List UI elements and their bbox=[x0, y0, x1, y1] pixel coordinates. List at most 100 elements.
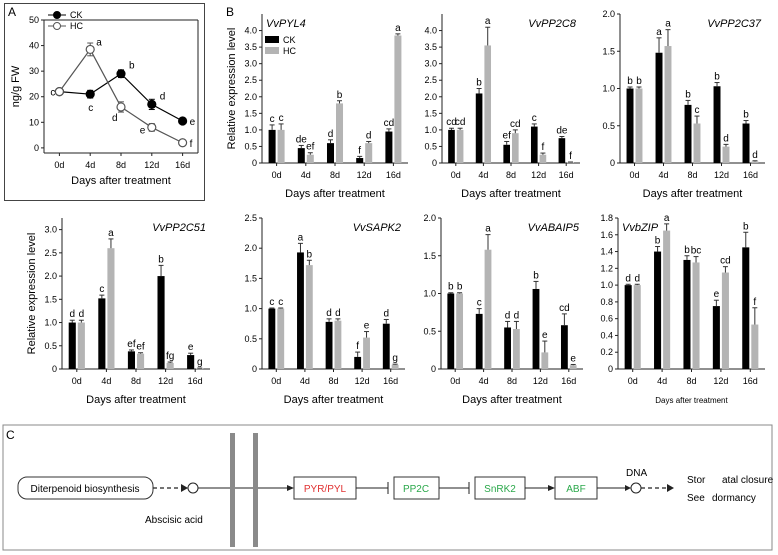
x-tick-label: 0d bbox=[450, 376, 460, 386]
legend-label: CK bbox=[283, 35, 296, 45]
sig-letter: b bbox=[476, 78, 482, 89]
x-tick-label: 8d bbox=[506, 170, 516, 180]
y-tick-label: 2.0 bbox=[44, 271, 57, 281]
sig-letter: c bbox=[532, 113, 537, 124]
bar-HC bbox=[391, 364, 399, 369]
sig-letter: e bbox=[188, 342, 194, 353]
bar-HC bbox=[635, 88, 643, 163]
bar-CK bbox=[655, 52, 663, 163]
point-HC bbox=[178, 138, 188, 148]
x-tick-label: 0d bbox=[628, 376, 638, 386]
outcome-1-part-a: Stor bbox=[687, 475, 706, 486]
bar-HC bbox=[137, 353, 145, 369]
y-tick-label: 0.2 bbox=[600, 347, 613, 357]
bar-CK bbox=[354, 356, 362, 369]
x-tick-label: 0d bbox=[54, 160, 64, 170]
panel-a-frame bbox=[4, 3, 205, 201]
x-axis-label: Days after treatment bbox=[643, 188, 743, 200]
sig-letter: g bbox=[392, 353, 398, 364]
bar-HC bbox=[306, 154, 314, 163]
y-tick-label: 1.0 bbox=[244, 304, 257, 314]
x-tick-label: 12d bbox=[531, 170, 546, 180]
sig-letter: c bbox=[50, 88, 55, 99]
bar-CK bbox=[326, 143, 334, 163]
arrowhead-5 bbox=[667, 484, 674, 492]
aba-label: Abscisic acid bbox=[145, 515, 203, 526]
bar-CK bbox=[626, 88, 634, 163]
sig-letter: g bbox=[197, 357, 203, 368]
chart-ABAIP5: 0 0.5 1.0 1.5 2.0 0d 4d 8d 12d 16d Days after trea… bbox=[423, 213, 583, 406]
bar-CK bbox=[297, 148, 305, 163]
sig-letter: b bbox=[457, 282, 463, 293]
y-tick-label: 0 bbox=[252, 364, 257, 374]
bar-CK bbox=[558, 138, 566, 163]
x-tick-label: 0d bbox=[629, 170, 639, 180]
x-tick-label: 8d bbox=[330, 170, 340, 180]
x-tick-label: 8d bbox=[686, 376, 696, 386]
y-tick-label: 3.0 bbox=[424, 59, 437, 69]
bar-CK bbox=[268, 129, 276, 163]
y-tick-label: 0 bbox=[52, 364, 57, 374]
y-tick-label: 0.5 bbox=[602, 121, 615, 131]
panel-label-b: B bbox=[226, 5, 234, 19]
legend-marker bbox=[53, 11, 61, 19]
bar-HC bbox=[751, 324, 759, 369]
snrk2-label: SnRK2 bbox=[484, 484, 516, 495]
membrane-bar-1 bbox=[230, 433, 235, 547]
sig-letter: b bbox=[337, 90, 343, 101]
y-tick-label: 1.2 bbox=[600, 263, 613, 273]
bar-CK bbox=[654, 251, 662, 369]
bar-HC bbox=[394, 35, 402, 164]
x-tick-label: 4d bbox=[85, 160, 95, 170]
bar-HC bbox=[664, 46, 672, 163]
x-tick-label: 8d bbox=[507, 376, 517, 386]
y-tick-label: 0.5 bbox=[424, 141, 437, 151]
sig-letter: ef bbox=[503, 130, 512, 141]
sig-letter: b bbox=[743, 221, 749, 232]
sig-letter: b bbox=[129, 61, 135, 72]
y-tick-label: 0.8 bbox=[600, 297, 613, 307]
legend-label: CK bbox=[70, 10, 83, 20]
sig-letter: b bbox=[655, 236, 661, 247]
y-tick-label: 30 bbox=[29, 66, 39, 76]
bar-HC bbox=[513, 328, 520, 369]
sig-letter: cd bbox=[510, 119, 521, 130]
x-tick-label: 4d bbox=[657, 376, 667, 386]
y-tick-label: 2.5 bbox=[244, 75, 257, 85]
bar-HC bbox=[277, 308, 285, 369]
x-tick-label: 4d bbox=[478, 170, 488, 180]
membrane-bar-2 bbox=[253, 433, 258, 547]
y-tick-label: 50 bbox=[29, 15, 39, 25]
point-CK bbox=[178, 116, 188, 126]
y-tick-label: 1.0 bbox=[424, 125, 437, 135]
y-tick-label: 0 bbox=[608, 364, 613, 374]
bar-HC bbox=[196, 368, 204, 370]
outcome-2-part-b: dormancy bbox=[712, 493, 756, 504]
bar-HC bbox=[305, 265, 313, 369]
sig-letter: e bbox=[190, 117, 196, 128]
x-tick-label: 8d bbox=[328, 376, 338, 386]
bar-CK bbox=[447, 293, 455, 369]
y-axis-label: Relative expression level bbox=[26, 233, 38, 355]
legend-label: HC bbox=[70, 21, 83, 31]
y-tick-label: 1.6 bbox=[600, 230, 613, 240]
bar-CK bbox=[382, 323, 390, 369]
sig-letter: d bbox=[514, 310, 520, 321]
y-tick-label: 10 bbox=[29, 117, 39, 127]
sig-letter: cd bbox=[559, 303, 570, 314]
x-tick-label: 12d bbox=[355, 376, 370, 386]
x-axis-label: Days after treatment bbox=[86, 394, 186, 406]
chart-title: VvABAIP5 bbox=[528, 222, 580, 234]
bar-CK bbox=[127, 351, 135, 369]
legend-marker bbox=[53, 22, 61, 30]
sig-letter: b bbox=[685, 89, 691, 100]
bar-CK bbox=[712, 306, 720, 369]
y-tick-label: 1.5 bbox=[244, 108, 257, 118]
chart-title: VvbZIP bbox=[622, 222, 659, 234]
sig-letter: d bbox=[723, 133, 729, 144]
bar-HC bbox=[456, 129, 464, 163]
y-tick-label: 3.5 bbox=[244, 42, 257, 52]
legend-swatch bbox=[265, 47, 279, 54]
